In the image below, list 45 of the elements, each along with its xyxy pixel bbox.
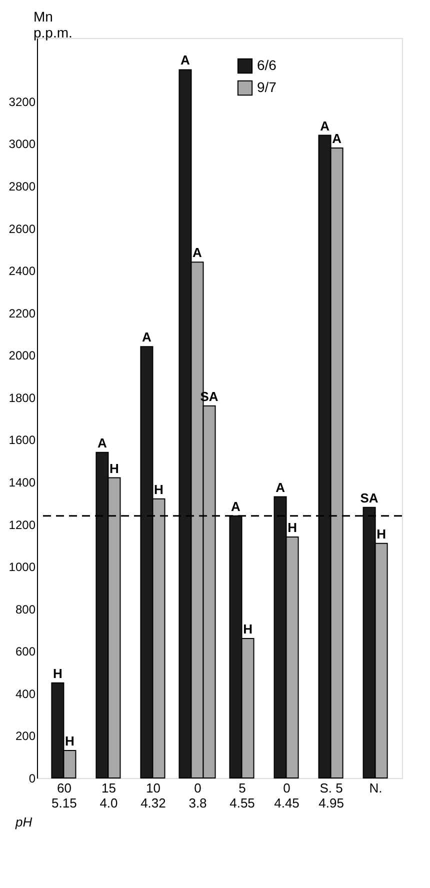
x-tick-label: 0 4.45 — [274, 780, 300, 810]
y-axis-title: Mn p.p.m. — [34, 8, 72, 40]
x-tick-label: S. 5 4.95 — [318, 780, 344, 810]
data-label: A — [231, 498, 242, 514]
data-label: A — [320, 118, 330, 134]
y-tick-label: 2400 — [8, 264, 36, 278]
data-label: A — [192, 245, 203, 260]
x-tick-label: 15 4.0 — [100, 780, 118, 810]
y-tick-label: 3000 — [8, 137, 36, 152]
y-tick-label: 1800 — [8, 390, 36, 405]
y-tick-label: 1200 — [8, 518, 36, 532]
y-tick-label: 2800 — [8, 180, 36, 194]
y-tick-label: 1000 — [8, 560, 36, 574]
x-tick-label: 0 3.8 — [188, 780, 207, 810]
y-tick-label: 1400 — [8, 476, 36, 490]
legend-label: 6/6 — [257, 57, 277, 73]
legend-label: 9/7 — [257, 79, 277, 95]
y-tick-label: 3200 — [8, 94, 36, 109]
y-tick-label: 1600 — [8, 433, 36, 448]
x-tick-label: 60 5.15 — [52, 780, 77, 810]
x-tick-label: N. — [369, 780, 382, 796]
y-tick-label: 0 — [28, 772, 36, 786]
data-label: H — [65, 734, 74, 749]
y-tick-label: 200 — [15, 729, 36, 744]
data-label: A — [332, 130, 342, 146]
y-tick-label: 2200 — [8, 306, 36, 320]
x-tick-label: 10 4.32 — [140, 780, 166, 810]
data-label: H — [243, 621, 252, 636]
data-label: A — [276, 480, 286, 495]
data-label: A — [98, 435, 108, 450]
y-tick-label: 400 — [15, 686, 36, 701]
y-tick-label: 2000 — [8, 348, 36, 363]
data-label: H — [53, 666, 62, 681]
data-label: A — [142, 330, 152, 345]
x-tick-label: 5 4.55 — [230, 780, 255, 810]
data-label: A — [180, 52, 191, 68]
data-label: H — [376, 526, 386, 542]
y-tick-label: 800 — [15, 602, 36, 616]
data-label: H — [110, 460, 119, 476]
y-tick-label: 2600 — [8, 222, 36, 236]
data-label: H — [288, 520, 297, 535]
data-label: SA — [360, 490, 379, 506]
data-label: H — [154, 482, 164, 497]
y-tick-label: 600 — [15, 644, 36, 659]
x-axis-title: pH — [14, 814, 33, 830]
